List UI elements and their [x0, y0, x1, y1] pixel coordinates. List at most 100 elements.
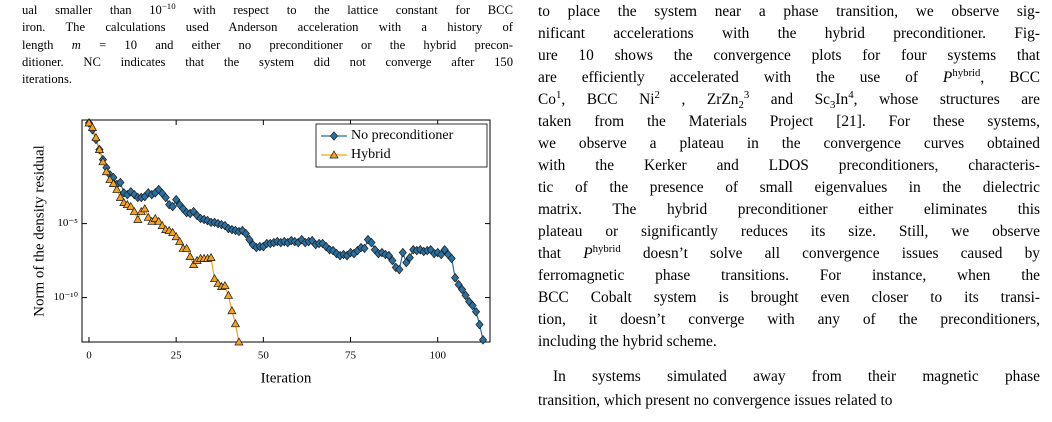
- marker: [182, 243, 192, 252]
- marker: [112, 184, 122, 193]
- text-run: 3: [743, 88, 750, 101]
- marker: [209, 273, 220, 283]
- x-tick-label: 50: [258, 350, 270, 362]
- marker: [220, 280, 230, 290]
- text-run: In: [835, 91, 849, 108]
- text-run: 2: [654, 88, 660, 101]
- text-run: P: [583, 245, 593, 262]
- text-run: In systems simulated away from their mag…: [553, 368, 1040, 385]
- text-line: ual smaller than 10−10 with respect to t…: [22, 0, 513, 18]
- marker: [391, 262, 400, 273]
- text-line: nificant accelerations with the hybrid p…: [538, 24, 1040, 44]
- marker: [168, 201, 177, 212]
- text-line: iron. The calculations used Anderson acc…: [22, 19, 513, 35]
- text-run: = 10 and either no preconditioner or the…: [80, 37, 513, 52]
- text-run: , whose structures are: [853, 91, 1041, 108]
- marker: [227, 306, 237, 315]
- text-run: m: [71, 37, 81, 52]
- chart: Iteration Norm of the density residual 0…: [31, 118, 491, 386]
- text-run: transition, which present no convergence…: [538, 392, 893, 409]
- text-line: plateau or significantly reduces its siz…: [538, 222, 1040, 242]
- text-line: ditioner. NC indicates that the system d…: [22, 54, 513, 70]
- marker: [461, 290, 470, 301]
- legend-label: No preconditioner: [351, 128, 454, 143]
- text-line: taken from the Materials Project [21]. F…: [538, 112, 1040, 132]
- marker: [245, 234, 254, 245]
- marker: [454, 279, 463, 290]
- marker: [161, 192, 170, 203]
- marker: [329, 150, 339, 159]
- text-line: including the hybrid scheme.: [538, 332, 1040, 352]
- text-line: with the Kerker and LDOS preconditioners…: [538, 156, 1040, 176]
- marker: [234, 337, 244, 346]
- marker: [168, 227, 178, 236]
- text-line: tion, it doesn’t converge with any of th…: [538, 310, 1040, 330]
- text-run: doesn’t solve all convergence issues cau…: [620, 245, 1040, 262]
- marker: [329, 131, 339, 141]
- text-run: tic of the presence of small eigenvalues…: [538, 179, 1040, 196]
- legend-box: [315, 123, 488, 168]
- marker: [471, 307, 481, 317]
- marker: [206, 252, 216, 262]
- text-run: that: [538, 245, 584, 262]
- marker: [101, 167, 112, 176]
- marker: [230, 319, 241, 328]
- text-line: that Phybrid doesn’t solve all convergen…: [538, 243, 1040, 264]
- text-run: 4: [848, 88, 854, 101]
- marker: [129, 206, 139, 215]
- text-line: iterations.: [22, 71, 513, 87]
- marker: [172, 194, 181, 205]
- marker: [108, 178, 118, 188]
- marker: [384, 250, 393, 261]
- text-line: BCC Cobalt system is brought even closer…: [538, 288, 1040, 308]
- text-run: including the hybrid scheme.: [538, 333, 717, 350]
- text-run: Co: [538, 91, 556, 108]
- marker: [98, 157, 108, 166]
- marker: [468, 300, 477, 311]
- text-line: In systems simulated away from their mag…: [553, 367, 1040, 387]
- x-tick-label: 0: [86, 350, 92, 362]
- text-run: , ZrZn: [659, 91, 739, 108]
- text-line: ure 10 shows the convergence plots for f…: [538, 46, 1040, 66]
- text-run: BCC Cobalt system is brought even closer…: [538, 289, 1040, 306]
- marker: [241, 228, 250, 239]
- marker: [447, 253, 456, 264]
- marker: [154, 216, 164, 225]
- legend: No preconditioner Hybrid: [315, 123, 488, 168]
- marker: [91, 132, 101, 141]
- x-tick-label: 100: [429, 350, 446, 362]
- marker: [248, 239, 257, 250]
- marker: [140, 204, 150, 213]
- plot-frame: [81, 119, 491, 343]
- text-run: ferromagnetic phase transitions. For ins…: [538, 267, 1040, 284]
- text-run: plateau or significantly reduces its siz…: [538, 223, 1040, 240]
- text-line: ferromagnetic phase transitions. For ins…: [538, 266, 1040, 286]
- text-run: −10: [161, 0, 176, 11]
- marker: [398, 247, 407, 258]
- text-line: to place the system near a phase transit…: [538, 2, 1040, 22]
- text-run: , BCC Ni: [561, 91, 655, 108]
- text-line: are efficiently accelerated with the use…: [538, 66, 1040, 88]
- marker: [116, 177, 125, 188]
- marker: [318, 238, 327, 249]
- text-run: matrix. The hybrid preconditioner either…: [538, 201, 1040, 218]
- marker: [451, 272, 460, 283]
- text-run: ual smaller than 10: [22, 3, 162, 17]
- text-run: nificant accelerations with the hybrid p…: [538, 25, 1040, 42]
- marker: [388, 255, 397, 266]
- text-line: transition, which present no convergence…: [538, 391, 1040, 411]
- marker: [185, 251, 195, 260]
- text-run: 2: [738, 99, 744, 112]
- text-line: Co1, BCC Ni2 , ZrZn23 and Sc3In4, whose …: [538, 88, 1041, 112]
- marker: [105, 174, 115, 184]
- legend-label: Hybrid: [351, 147, 391, 162]
- marker: [360, 243, 369, 254]
- y-tick-label: 10⁻¹⁰: [53, 291, 78, 303]
- text-run: and Sc: [749, 91, 830, 108]
- text-run: tion, it doesn’t converge with any of th…: [538, 311, 1040, 328]
- marker: [458, 284, 467, 295]
- text-run: ure 10 shows the convergence plots for f…: [538, 47, 1040, 64]
- text-run: hybrid: [952, 66, 981, 79]
- text-run: length: [22, 37, 72, 52]
